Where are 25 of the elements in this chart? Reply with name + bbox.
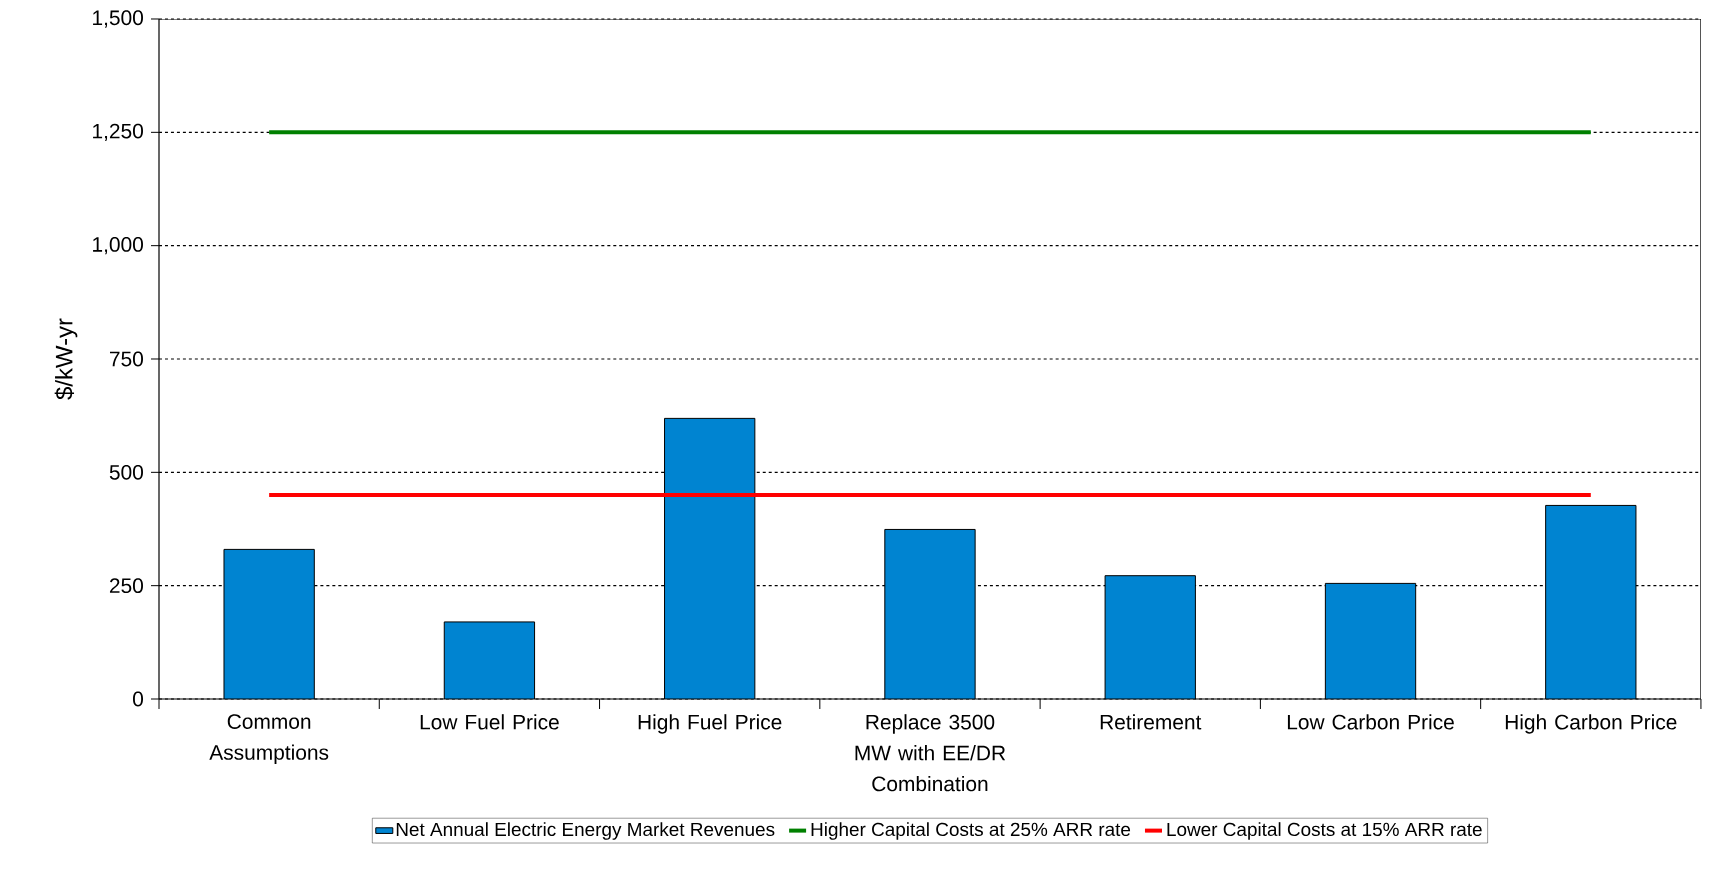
legend-label: Higher Capital Costs at 25% ARR rate [811, 822, 1131, 840]
bar [664, 418, 755, 699]
x-tick-label: High Carbon Price [1505, 714, 1677, 734]
bar [1545, 504, 1637, 699]
y-tick-label: 250 [109, 578, 143, 594]
x-tick-label: Retirement [1100, 714, 1202, 730]
bar [444, 621, 535, 699]
y-tick-label: 0 [133, 691, 144, 707]
y-tick-label: 750 [110, 351, 143, 367]
y-tick-label: 1,500 [93, 10, 143, 28]
x-tick-label: Replace 3500 MW with EE/DR Combination [855, 714, 1006, 792]
y-tick-label: 500 [109, 464, 143, 480]
legend-label: Net Annual Electric Energy Market Revenues [396, 822, 775, 840]
y-tick-label: 1,000 [93, 237, 143, 255]
bar [1325, 583, 1416, 699]
y-tick-label: 1,250 [93, 123, 143, 141]
bar [884, 529, 976, 699]
x-tick-label: Low Fuel Price [420, 714, 559, 730]
x-tick-label: Common Assumptions [209, 714, 329, 765]
bar [223, 549, 315, 699]
bar [1105, 575, 1196, 699]
y-axis-title: $/kW-yr [54, 318, 78, 400]
legend-label: Lower Capital Costs at 15% ARR rate [1167, 822, 1482, 840]
x-tick-label: High Fuel Price [638, 714, 782, 734]
x-tick-label: Low Carbon Price [1287, 714, 1454, 730]
